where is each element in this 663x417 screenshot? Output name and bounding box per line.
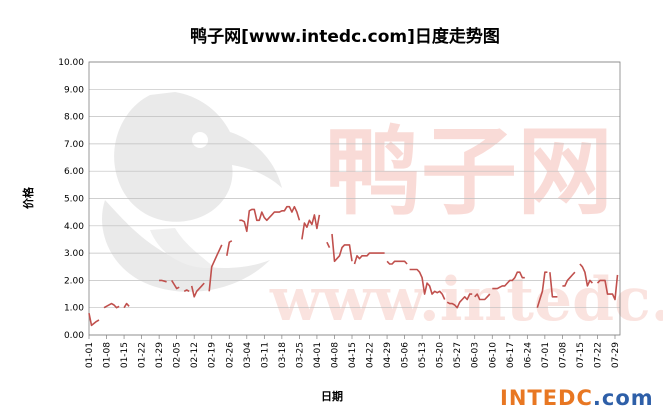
x-tick-label: 02-12 bbox=[190, 342, 200, 368]
series-line-segment bbox=[301, 214, 321, 240]
x-tick-label: 06-24 bbox=[523, 342, 533, 368]
y-tick-label: 10.00 bbox=[58, 58, 84, 68]
x-tick-label: 04-22 bbox=[366, 342, 376, 368]
x-axis-label: 日期 bbox=[321, 389, 343, 403]
x-tick-label: 01-15 bbox=[120, 342, 130, 368]
watermark: 鸭子网 www.intedc.com bbox=[102, 92, 663, 335]
x-tick-label: 07-29 bbox=[611, 342, 621, 368]
x-tick-label: 07-22 bbox=[593, 342, 603, 368]
x-axis-ticks: 01-01 01-08 01-15 01-22 01-29 02-05 02-12 02-19… bbox=[85, 335, 621, 368]
x-tick-label: 03-18 bbox=[278, 342, 288, 368]
plot-frame bbox=[88, 61, 621, 336]
series-line-segment bbox=[103, 302, 120, 309]
x-tick-label: 02-26 bbox=[225, 342, 235, 368]
y-tick-label: 1.00 bbox=[64, 304, 84, 314]
series-line-segment bbox=[562, 271, 576, 287]
x-tick-label: 06-03 bbox=[471, 342, 481, 368]
x-tick-label: 06-10 bbox=[488, 342, 498, 368]
watermark-site-text: www.intedc.com bbox=[269, 265, 663, 335]
series-line-segment bbox=[183, 289, 190, 293]
series-line-segment bbox=[239, 205, 301, 233]
series-line-segment bbox=[549, 272, 558, 298]
y-tick-label: 2.00 bbox=[64, 276, 84, 286]
series-line-segment bbox=[386, 260, 408, 265]
x-tick-label: 01-08 bbox=[103, 342, 113, 368]
series-line-segment bbox=[596, 274, 619, 301]
x-tick-label: 03-04 bbox=[243, 342, 253, 368]
x-tick-label: 03-25 bbox=[295, 342, 305, 368]
x-tick-label: 02-19 bbox=[208, 342, 218, 368]
series-line-segment bbox=[353, 252, 385, 265]
x-tick-label: 05-13 bbox=[418, 342, 428, 368]
x-tick-label: 01-22 bbox=[138, 342, 148, 368]
x-tick-label: 06-17 bbox=[506, 342, 516, 368]
y-tick-label: 9.00 bbox=[64, 85, 84, 95]
series-line-segment bbox=[190, 282, 205, 298]
brand-text: INTEDC.com bbox=[500, 386, 654, 410]
x-tick-label: 04-08 bbox=[330, 342, 340, 368]
series-line-segment bbox=[326, 241, 331, 248]
series-line-segment bbox=[579, 263, 593, 287]
series-line-segment bbox=[536, 271, 548, 308]
y-tick-label: 7.00 bbox=[64, 140, 84, 150]
series-line-segment bbox=[474, 293, 491, 301]
x-tick-label: 04-15 bbox=[348, 342, 358, 368]
x-tick-label: 05-20 bbox=[436, 342, 446, 368]
y-tick-label: 5.00 bbox=[64, 195, 84, 205]
series-line-segment bbox=[446, 293, 473, 309]
series-line-segment bbox=[123, 302, 130, 309]
duck-logo-watermark bbox=[102, 92, 282, 292]
y-tick-label: 4.00 bbox=[64, 222, 84, 232]
series-line-segment bbox=[208, 244, 223, 292]
x-tick-label: 04-01 bbox=[313, 342, 323, 368]
price-series bbox=[88, 205, 619, 327]
y-axis-label: 价格 bbox=[21, 186, 35, 209]
x-tick-label: 07-15 bbox=[576, 342, 586, 368]
x-tick-label: 04-29 bbox=[383, 342, 393, 368]
y-tick-label: 8.00 bbox=[64, 113, 84, 123]
x-tick-label: 07-01 bbox=[541, 342, 551, 368]
brand-logo: INTEDC.com bbox=[500, 386, 654, 410]
chart-title: 鸭子网[www.intedc.com]日度走势图 bbox=[190, 26, 500, 47]
y-axis-ticks: 0.00 1.00 2.00 3.00 4.00 5.00 6.00 7.00 8.00 9.00… bbox=[58, 58, 84, 341]
series-line-segment bbox=[171, 279, 180, 290]
series-line-segment bbox=[88, 313, 100, 327]
x-tick-label: 01-01 bbox=[85, 342, 95, 368]
x-tick-label: 01-29 bbox=[155, 342, 165, 368]
x-tick-label: 05-27 bbox=[453, 342, 463, 368]
series-line-segment bbox=[331, 233, 353, 263]
x-tick-label: 07-08 bbox=[558, 342, 568, 368]
x-tick-label: 05-06 bbox=[401, 342, 411, 368]
series-line-segment bbox=[159, 279, 167, 283]
x-tick-label: 02-05 bbox=[173, 342, 183, 368]
y-tick-label: 3.00 bbox=[64, 249, 84, 259]
y-tick-label: 0.00 bbox=[64, 331, 84, 341]
series-line-segment bbox=[226, 240, 233, 256]
series-line-segment bbox=[492, 271, 525, 290]
x-tick-label: 03-11 bbox=[260, 342, 270, 368]
y-tick-label: 6.00 bbox=[64, 167, 84, 177]
series-line-segment bbox=[409, 268, 446, 300]
